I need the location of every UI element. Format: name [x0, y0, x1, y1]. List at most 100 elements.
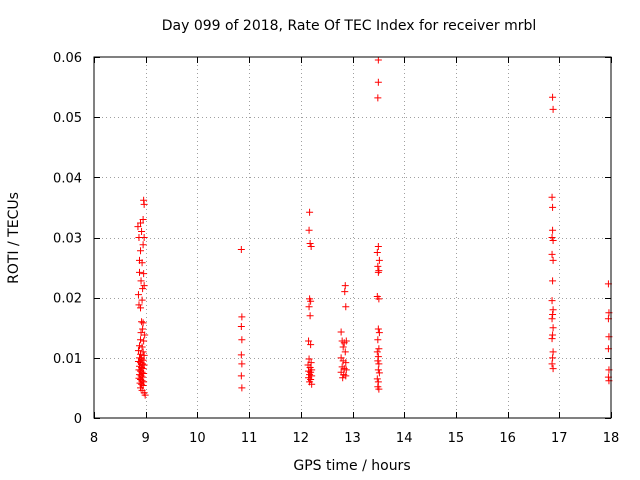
data-point — [342, 337, 350, 345]
data-point — [137, 277, 145, 285]
data-point — [138, 380, 146, 388]
data-point — [549, 226, 557, 234]
y-tick-label: 0.03 — [53, 232, 82, 247]
data-point — [374, 336, 382, 344]
data-point — [549, 93, 557, 101]
data-point — [549, 256, 557, 264]
data-point — [137, 350, 145, 358]
data-point — [134, 291, 142, 299]
data-point — [549, 365, 557, 373]
data-point — [374, 366, 382, 374]
data-point — [374, 357, 382, 365]
data-point — [373, 348, 381, 356]
data-point — [374, 353, 382, 361]
y-tick-label: 0.06 — [53, 51, 82, 66]
x-tick-label: 17 — [551, 431, 568, 446]
data-point — [140, 270, 148, 278]
data-point — [549, 105, 557, 113]
data-point — [375, 385, 383, 393]
data-point — [138, 296, 146, 304]
chart-title: Day 099 of 2018, Rate Of TEC Index for r… — [162, 18, 537, 34]
data-point — [308, 372, 316, 380]
data-point — [342, 372, 350, 380]
data-point — [238, 384, 246, 392]
data-point — [237, 372, 245, 380]
x-tick-label: 16 — [499, 431, 516, 446]
data-point — [237, 246, 245, 254]
grid — [94, 57, 611, 418]
data-point — [238, 313, 246, 321]
data-point — [549, 237, 557, 245]
data-point — [307, 243, 315, 251]
data-point — [140, 234, 148, 241]
data-point — [341, 282, 349, 290]
data-point — [138, 343, 146, 351]
data-point — [374, 325, 382, 333]
data-point — [307, 297, 315, 305]
y-tick-label: 0.01 — [53, 352, 82, 367]
x-tick-label: 14 — [396, 431, 413, 446]
data-point — [549, 306, 557, 314]
data-point — [549, 311, 557, 319]
data-point — [134, 347, 142, 355]
data-point — [305, 226, 313, 234]
data-point — [306, 208, 314, 216]
data-point — [308, 380, 316, 388]
data-point — [548, 360, 556, 368]
data-point — [549, 324, 557, 332]
data-point — [135, 268, 143, 276]
data-point — [140, 337, 148, 345]
data-point — [548, 315, 556, 323]
x-tick-labels: 8 9 10 11 12 13 14 15 16 17 18 — [90, 431, 619, 446]
data-point — [375, 256, 383, 264]
data-point — [139, 325, 147, 333]
data-point — [138, 259, 146, 267]
data-point — [339, 343, 347, 351]
y-tick-labels: 0 0.01 0.02 0.03 0.04 0.05 0.06 — [53, 51, 82, 427]
data-point — [137, 336, 145, 344]
x-tick-label: 12 — [293, 431, 310, 446]
plot-frame — [93, 56, 612, 419]
data-point — [141, 331, 149, 339]
data-point — [373, 375, 381, 383]
data-point — [548, 297, 556, 305]
y-tick-label: 0.02 — [53, 292, 82, 307]
data-point — [140, 282, 148, 290]
data-point — [339, 374, 347, 382]
data-point — [342, 366, 350, 374]
x-tick-label: 8 — [90, 431, 98, 446]
data-point — [337, 328, 345, 336]
data-point — [374, 56, 382, 64]
data-point — [549, 348, 557, 356]
x-tick-label: 9 — [142, 431, 150, 446]
data-point — [306, 240, 314, 248]
data-point — [134, 223, 142, 231]
data-point — [374, 78, 382, 86]
data-point — [374, 268, 382, 276]
data-point — [237, 323, 245, 331]
y-tick-label: 0.04 — [53, 171, 82, 186]
data-point — [137, 304, 145, 312]
data-point — [549, 354, 557, 362]
data-point — [141, 391, 149, 399]
y-axis-label: ROTI / TECUs — [6, 192, 22, 284]
data-point — [549, 331, 557, 339]
x-tick-label: 10 — [189, 431, 206, 446]
data-point — [548, 234, 556, 241]
data-point — [548, 250, 556, 258]
x-tick-label: 11 — [241, 431, 258, 446]
data-point — [139, 241, 147, 249]
data-point — [374, 262, 382, 270]
data-point — [548, 335, 556, 343]
axis-ticks — [94, 57, 612, 419]
data-point — [375, 345, 383, 353]
data-point — [137, 219, 145, 227]
data-point — [305, 303, 313, 311]
data-point — [135, 301, 143, 309]
data-point — [139, 285, 147, 293]
data-point — [238, 360, 246, 368]
data-point — [374, 243, 382, 251]
data-point — [138, 227, 146, 235]
data-point — [375, 295, 383, 303]
